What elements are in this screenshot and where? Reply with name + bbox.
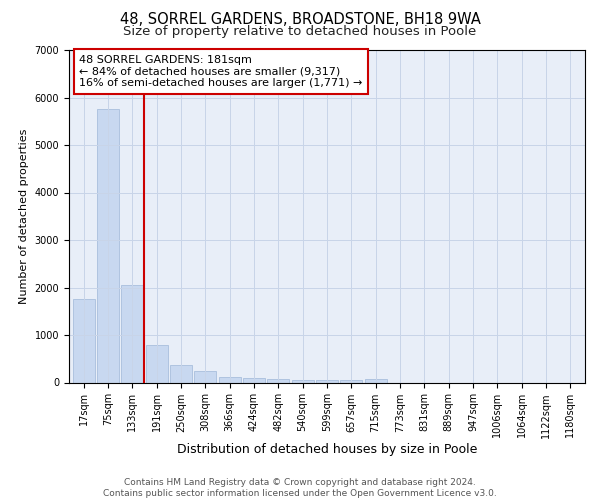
Bar	[218, 377, 241, 382]
Bar	[97, 110, 119, 382]
Bar	[268, 380, 289, 382]
Bar	[146, 344, 167, 383]
Text: Contains HM Land Registry data © Crown copyright and database right 2024.
Contai: Contains HM Land Registry data © Crown c…	[103, 478, 497, 498]
Bar	[316, 380, 338, 382]
Bar	[73, 300, 95, 382]
Bar	[170, 366, 192, 382]
Bar	[243, 378, 265, 382]
Bar	[365, 378, 386, 382]
Text: 48 SORREL GARDENS: 181sqm
← 84% of detached houses are smaller (9,317)
16% of se: 48 SORREL GARDENS: 181sqm ← 84% of detac…	[79, 55, 362, 88]
Bar	[121, 285, 143, 382]
Bar	[194, 371, 216, 382]
Text: Size of property relative to detached houses in Poole: Size of property relative to detached ho…	[124, 25, 476, 38]
Y-axis label: Number of detached properties: Number of detached properties	[19, 128, 29, 304]
Text: 48, SORREL GARDENS, BROADSTONE, BH18 9WA: 48, SORREL GARDENS, BROADSTONE, BH18 9WA	[119, 12, 481, 28]
X-axis label: Distribution of detached houses by size in Poole: Distribution of detached houses by size …	[177, 444, 477, 456]
Bar	[340, 380, 362, 382]
Bar	[292, 380, 314, 382]
